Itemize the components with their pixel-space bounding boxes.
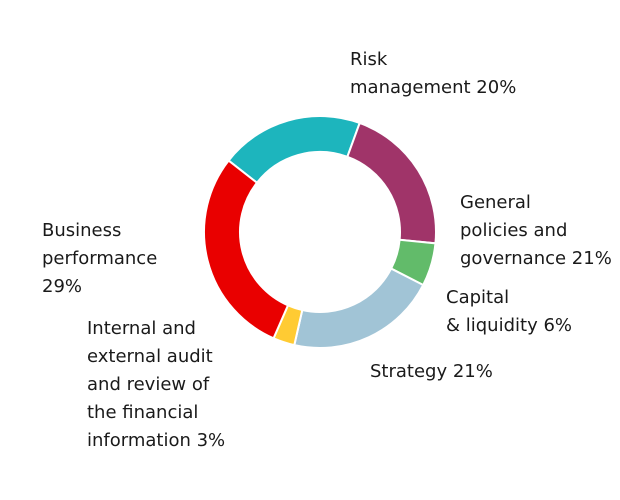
label-capital-liquidity: Capital & liquidity 6% [446,287,573,336]
label-strategy: Strategy 21% [370,361,493,382]
slice-risk [227,115,361,185]
label-business-performance: Business performance 29% [42,220,158,297]
label-general-policies: General policies and governance 21% [460,192,612,269]
label-risk-management: Risk management 20% [350,49,517,98]
slice-strategy [293,267,425,349]
slice-business [203,159,290,340]
slice-policies [346,121,437,245]
label-internal-external-audit: Internal and external audit and review o… [87,318,226,451]
